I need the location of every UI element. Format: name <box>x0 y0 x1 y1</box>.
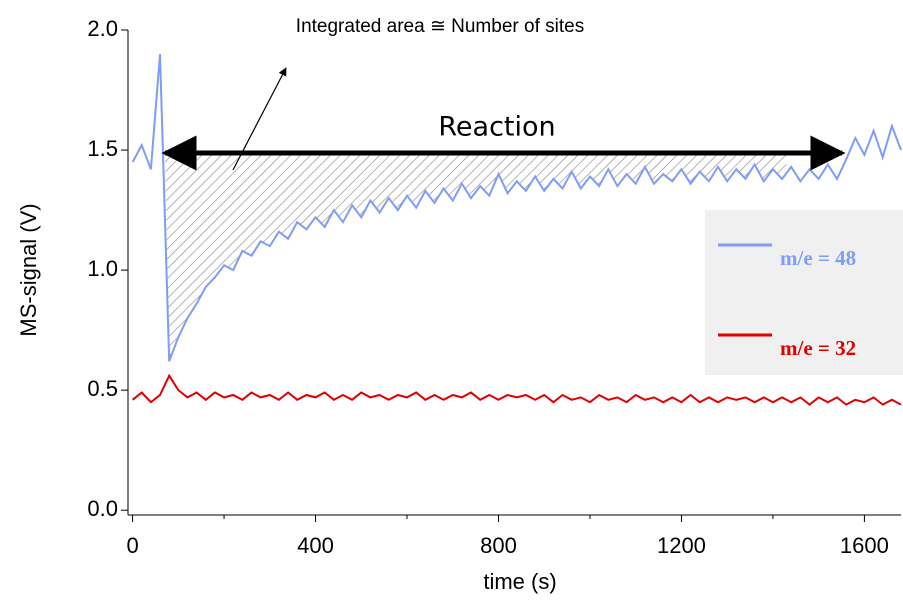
pointer-arrow <box>232 67 287 171</box>
y-axis-label: MS-signal (V) <box>16 203 41 336</box>
y-tick-label: 2.0 <box>87 16 118 41</box>
legend-label: m/e = 48 <box>780 246 856 270</box>
y-tick-label: 1.5 <box>87 136 118 161</box>
y-tick-label: 0.0 <box>87 496 118 521</box>
x-tick-label: 1200 <box>657 533 706 558</box>
series-line <box>131 373 902 406</box>
annotation: Reaction <box>438 112 555 143</box>
annotation: Integrated area ≅ Number of sites <box>296 16 584 37</box>
hatched-area <box>165 153 790 362</box>
y-tick-label: 1.0 <box>87 256 118 281</box>
x-tick-label: 1600 <box>840 533 889 558</box>
legend-label: m/e = 32 <box>780 336 856 360</box>
x-tick-label: 800 <box>480 533 517 558</box>
x-axis-label: time (s) <box>483 569 556 594</box>
y-tick-label: 0.5 <box>87 376 118 401</box>
x-tick-label: 400 <box>297 533 334 558</box>
x-tick-label: 0 <box>126 533 138 558</box>
legend-box <box>705 210 903 375</box>
